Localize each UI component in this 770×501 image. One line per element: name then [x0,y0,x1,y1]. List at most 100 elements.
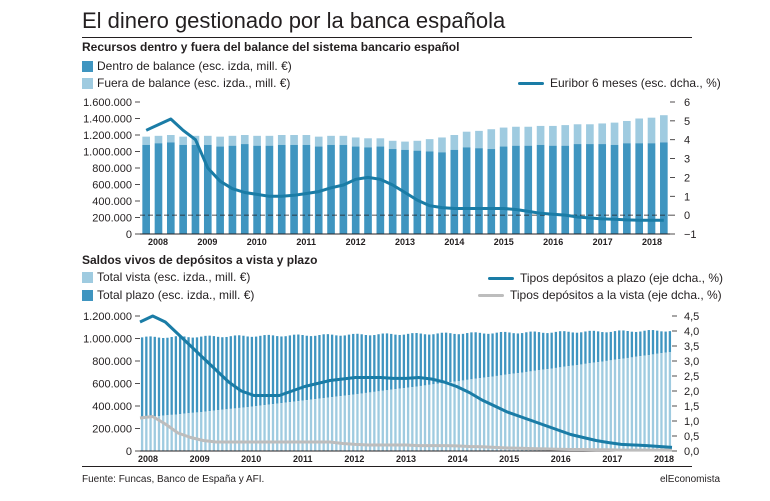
bar-plazo [512,333,515,374]
left-tick-label: 1.200.000 [83,311,132,323]
left-tick-label: 800.000 [92,356,132,368]
bar-vista [335,396,338,451]
bar-plazo [453,333,456,382]
bar-dentro [240,144,249,234]
bar-plazo [487,333,490,378]
bar-vista [647,354,650,451]
bar-vista [457,380,460,451]
bar-plazo [660,331,663,354]
bar-vista [157,416,161,451]
right-tick-label: 0,5 [684,431,699,443]
bar-vista [478,378,482,451]
bar-plazo [233,335,237,409]
bar-plazo [250,336,254,407]
left-tick-label: 400.000 [92,196,132,208]
bar-fuera [314,136,323,147]
bar-plazo [368,335,372,393]
bar-dentro [623,143,631,234]
bar-vista [364,392,368,451]
bar-plazo [601,332,604,362]
bar-plazo [634,331,638,357]
legend-fuera: Fuera de balance (esc. izda., mill. €) [82,76,290,90]
bar-vista [259,405,262,451]
bar-fuera [142,136,150,145]
bar-vista [263,405,266,451]
bar-plazo [478,332,482,379]
legend-vista-rate-line [478,293,504,297]
bar-vista [377,391,380,451]
bar-plazo [381,333,384,391]
bar-fuera [179,136,187,145]
bar-fuera [425,139,434,152]
bar-plazo [656,330,659,354]
bar-plazo [398,334,401,389]
bar-vista [145,416,148,451]
bar-plazo [419,333,422,386]
bar-vista [246,406,249,451]
right-tick-label: 4 [684,135,690,147]
bar-plazo [360,334,363,394]
bar-plazo [415,333,418,387]
bar-dentro [339,144,348,234]
right-tick-label: 1,0 [684,416,699,428]
bar-vista [533,370,536,451]
bar-vista [411,387,414,451]
bar-vista [330,397,334,451]
legend-plazo-rate-label: Tipos depósitos a plazo (eje dcha., %) [520,271,723,285]
bar-vista [242,407,245,451]
right-tick-label: 3,5 [684,341,699,353]
left-tick-label: 0 [126,229,132,241]
bar-plazo [588,330,591,364]
bar-fuera [364,138,372,148]
legend-euribor: Euribor 6 meses (esc. dcha., %) [518,76,721,90]
bar-fuera [536,125,545,145]
bar-plazo [575,332,579,366]
legend-plazo-rate: Tipos depósitos a plazo (eje dcha., %) [488,271,723,285]
bar-plazo [292,334,296,402]
bar-plazo [394,334,397,390]
legend-plazo-swatch [82,289,93,301]
bar-plazo [470,332,473,380]
bar-plazo [495,332,498,376]
bar-fuera [647,117,656,144]
bar-plazo [191,337,194,413]
left-tick-label: 800.000 [92,163,132,175]
bar-fuera [277,135,286,145]
bar-fuera [623,120,631,144]
right-tick-label: 2,0 [684,386,699,398]
bar-vista [563,366,566,451]
right-tick-label: 6 [684,97,690,109]
bar-vista [162,415,165,451]
bar-vista [149,416,152,451]
bar-vista [440,383,444,451]
x-tick-label: 2016 [543,237,563,247]
left-tick-label: 200.000 [92,424,132,436]
bar-plazo [533,331,536,371]
bar-plazo [221,337,224,410]
bar-vista [225,409,228,451]
left-tick-label: 1.600.000 [83,97,132,109]
bar-plazo [288,335,292,403]
bar-dentro [327,144,335,234]
bar-vista [558,367,562,451]
bar-vista [318,398,321,451]
bar-vista [398,388,401,451]
bar-fuera [660,115,668,143]
bar-fuera [524,126,533,146]
bar-fuera [475,130,483,149]
bar-fuera [635,118,644,144]
bar-vista [664,352,667,451]
bar-plazo [508,332,511,375]
bar-plazo [195,337,199,413]
bar-plazo [449,333,452,383]
bar-vista [402,388,406,451]
bar-fuera [598,123,607,145]
bar-plazo [140,337,144,418]
bar-vista [385,390,389,451]
bar-dentro [413,150,422,234]
bar-plazo [554,331,558,368]
bar-vista [474,378,477,451]
bar-dentro [475,148,483,234]
bar-plazo [474,332,477,379]
bar-vista [423,385,427,451]
